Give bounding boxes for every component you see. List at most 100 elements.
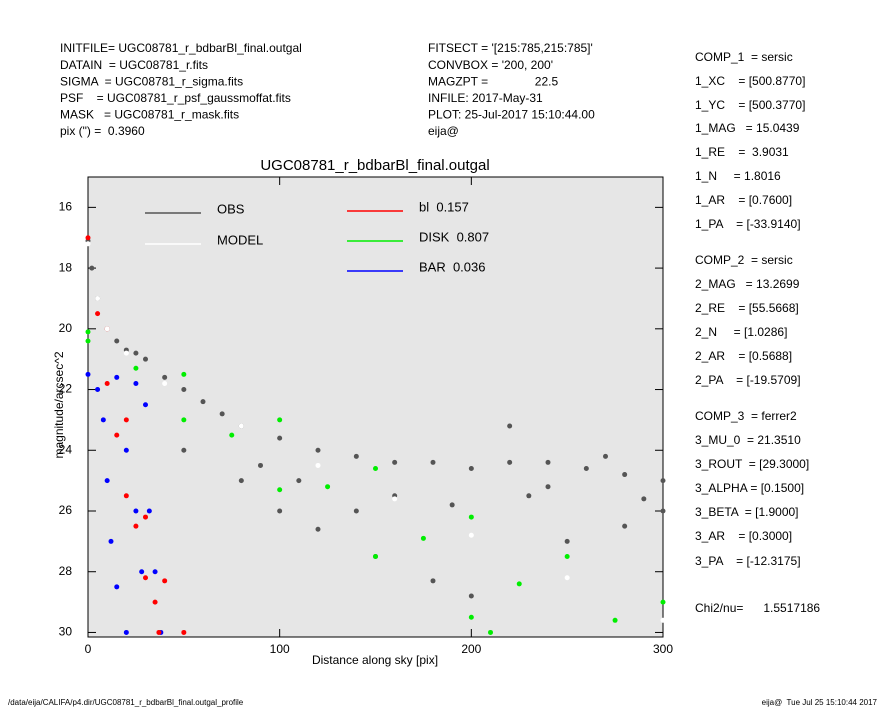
- data-point: [162, 374, 168, 380]
- x-tick-label: 0: [85, 642, 92, 656]
- parameter: COMP_3 = ferrer2: [695, 409, 797, 423]
- data-point: [100, 417, 106, 423]
- data-point: [468, 465, 474, 471]
- data-point: [133, 350, 139, 356]
- x-tick-label: 100: [270, 642, 290, 656]
- header-line: DATAIN = UGC08781_r.fits: [60, 58, 208, 72]
- data-point: [507, 423, 513, 429]
- header-line: PLOT: 25-Jul-2017 15:10:44.00: [428, 108, 595, 122]
- data-point: [420, 535, 426, 541]
- parameter: 1_PA = [-33.9140]: [695, 217, 801, 231]
- y-tick-label: 24: [59, 442, 73, 456]
- data-point: [622, 472, 628, 478]
- header-line: PSF = UGC08781_r_psf_gaussmoffat.fits: [60, 91, 291, 105]
- data-point: [85, 241, 91, 247]
- data-point: [85, 371, 91, 377]
- data-point: [545, 484, 551, 490]
- data-point: [104, 326, 110, 332]
- parameter: 2_N = [1.0286]: [695, 325, 787, 339]
- footer-path: /data/eija/CALIFA/p4.dir/UGC08781_r_bdba…: [8, 698, 244, 707]
- data-point: [152, 599, 158, 605]
- data-point: [114, 432, 120, 438]
- data-point: [583, 465, 589, 471]
- parameter: 3_BETA = [1.9000]: [695, 505, 799, 519]
- data-point: [181, 387, 187, 393]
- data-point: [468, 593, 474, 599]
- data-point: [296, 478, 302, 484]
- data-point: [114, 584, 120, 590]
- data-point: [641, 496, 647, 502]
- y-tick-label: 30: [59, 625, 73, 639]
- header-line: FITSECT = '[215:785,215:785]': [428, 41, 593, 55]
- data-point: [104, 380, 110, 386]
- legend-label: MODEL: [217, 232, 263, 247]
- data-point: [143, 514, 148, 520]
- plot-area: [87, 176, 664, 638]
- data-point: [258, 462, 263, 468]
- data-point: [315, 526, 321, 532]
- data-point: [353, 453, 359, 459]
- legend-label: BAR 0.036: [419, 259, 486, 274]
- data-point: [660, 508, 666, 514]
- data-point: [516, 581, 522, 587]
- data-point: [143, 402, 148, 408]
- data-point: [392, 459, 398, 465]
- data-point: [108, 538, 114, 544]
- data-point: [622, 523, 628, 529]
- data-point: [660, 599, 666, 605]
- legend-label: OBS: [217, 201, 245, 216]
- data-point: [277, 487, 283, 493]
- y-tick-label: 20: [59, 321, 73, 335]
- data-point: [146, 508, 152, 514]
- chart-title: UGC08781_r_bdbarBl_final.outgal: [260, 157, 489, 174]
- parameter: 2_PA = [-19.5709]: [695, 373, 801, 387]
- legend-label: DISK 0.807: [419, 229, 489, 244]
- data-point: [353, 508, 359, 514]
- data-point: [133, 365, 139, 371]
- parameter: 3_MU_0 = 21.3510: [695, 433, 801, 447]
- data-point: [277, 417, 283, 423]
- data-point: [238, 478, 244, 484]
- data-point: [449, 502, 455, 508]
- data-point: [219, 411, 225, 417]
- header-line: INITFILE= UGC08781_r_bdbarBl_final.outga…: [60, 41, 302, 55]
- data-point: [181, 447, 187, 453]
- x-tick-label: 200: [461, 642, 481, 656]
- parameter: 3_ALPHA = [0.1500]: [695, 481, 804, 495]
- data-point: [603, 453, 608, 459]
- data-point: [325, 484, 331, 490]
- data-point: [315, 447, 321, 453]
- data-point: [181, 371, 187, 377]
- data-point: [95, 387, 101, 393]
- parameter: 2_RE = [55.5668]: [695, 301, 799, 315]
- parameter: 1_N = 1.8016: [695, 169, 781, 183]
- data-point: [564, 575, 570, 581]
- y-tick-label: 18: [59, 260, 73, 274]
- parameter: 1_RE = 3.9031: [695, 145, 789, 159]
- parameter: COMP_1 = sersic: [695, 50, 793, 64]
- data-point: [277, 435, 283, 441]
- data-point: [85, 338, 91, 344]
- y-tick-label: 22: [59, 382, 73, 396]
- data-point: [526, 493, 532, 499]
- data-point: [488, 629, 493, 635]
- data-point: [660, 617, 666, 623]
- data-point: [277, 508, 283, 514]
- parameter: 3_AR = [0.3000]: [695, 529, 792, 543]
- data-point: [564, 554, 570, 560]
- legend-label: bl 0.157: [419, 199, 469, 214]
- footer-stamp: eija@ Tue Jul 25 15:10:44 2017: [762, 698, 878, 707]
- header-line: SIGMA = UGC08781_r_sigma.fits: [60, 74, 243, 88]
- data-point: [162, 578, 168, 584]
- header-line: MASK = UGC08781_r_mask.fits: [60, 108, 239, 122]
- data-point: [468, 614, 474, 620]
- data-point: [507, 459, 513, 465]
- y-tick-label: 16: [59, 200, 73, 214]
- data-point: [114, 374, 120, 380]
- data-point: [564, 538, 570, 544]
- data-point: [373, 465, 378, 471]
- data-point: [373, 554, 378, 560]
- data-point: [392, 496, 398, 502]
- header-line: CONVBOX = '200, 200': [428, 58, 553, 72]
